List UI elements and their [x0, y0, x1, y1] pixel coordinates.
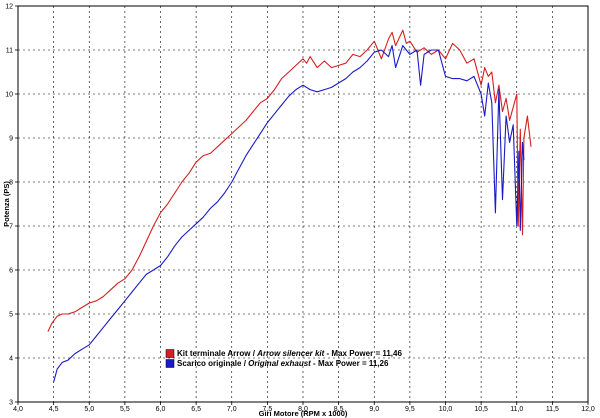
x-tick-label: 10,5	[474, 406, 488, 413]
x-tick-label: 6,5	[191, 406, 201, 413]
x-tick-label: 9,0	[369, 406, 379, 413]
x-tick-label: 11,5	[546, 406, 559, 413]
x-axis-label: Giri Motore (RPM x 1000)	[259, 409, 348, 418]
x-tick-label: 7,5	[263, 406, 273, 413]
x-tick-label: 5,0	[84, 406, 94, 413]
x-tick-label: 12,0	[581, 406, 595, 413]
x-tick-label: 11,0	[510, 406, 523, 413]
legend-entry: Kit terminale Arrow / Arrow silencer kit…	[177, 349, 402, 358]
y-tick-label: 10	[5, 92, 13, 99]
legend-entry: Scarico originale / Original exhaust - M…	[177, 359, 389, 368]
y-tick-label: 5	[9, 312, 13, 319]
y-tick-label: 7	[9, 224, 13, 231]
x-tick-label: 7,0	[227, 406, 237, 413]
x-tick-label: 4,0	[13, 406, 23, 413]
x-axis: 4,0 4,5 5,0 5,5 6,0 6,5 7,0 7,5 8,0 8,5 9,0 9,5 10,0…	[13, 402, 595, 413]
y-tick-label: 8	[9, 180, 13, 187]
x-tick-label: 8,0	[298, 406, 308, 413]
y-tick-label: 4	[9, 356, 13, 363]
y-tick-label: 12	[5, 4, 13, 11]
y-axis: 3 4 5 6 7 8 9 10 11 12	[5, 4, 18, 407]
y-tick-label: 3	[9, 400, 13, 407]
x-tick-label: 4,5	[49, 406, 59, 413]
grid	[18, 6, 588, 402]
series-group	[47, 29, 532, 383]
y-axis-label: Potenza (PS)	[2, 181, 11, 227]
series-line-2	[53, 45, 525, 383]
series-line-1	[47, 29, 532, 332]
legend-swatch	[165, 349, 175, 358]
y-tick-label: 6	[9, 268, 13, 275]
x-tick-label: 9,5	[405, 406, 415, 413]
x-tick-label: 10,0	[439, 406, 453, 413]
y-tick-label: 11	[6, 48, 13, 55]
legend: Kit terminale Arrow / Arrow silencer kit…	[165, 349, 402, 368]
legend-swatch	[165, 359, 175, 368]
x-tick-label: 6,0	[156, 406, 166, 413]
x-tick-label: 5,5	[120, 406, 130, 413]
x-tick-label: 8,5	[334, 406, 344, 413]
y-tick-label: 9	[9, 136, 13, 143]
